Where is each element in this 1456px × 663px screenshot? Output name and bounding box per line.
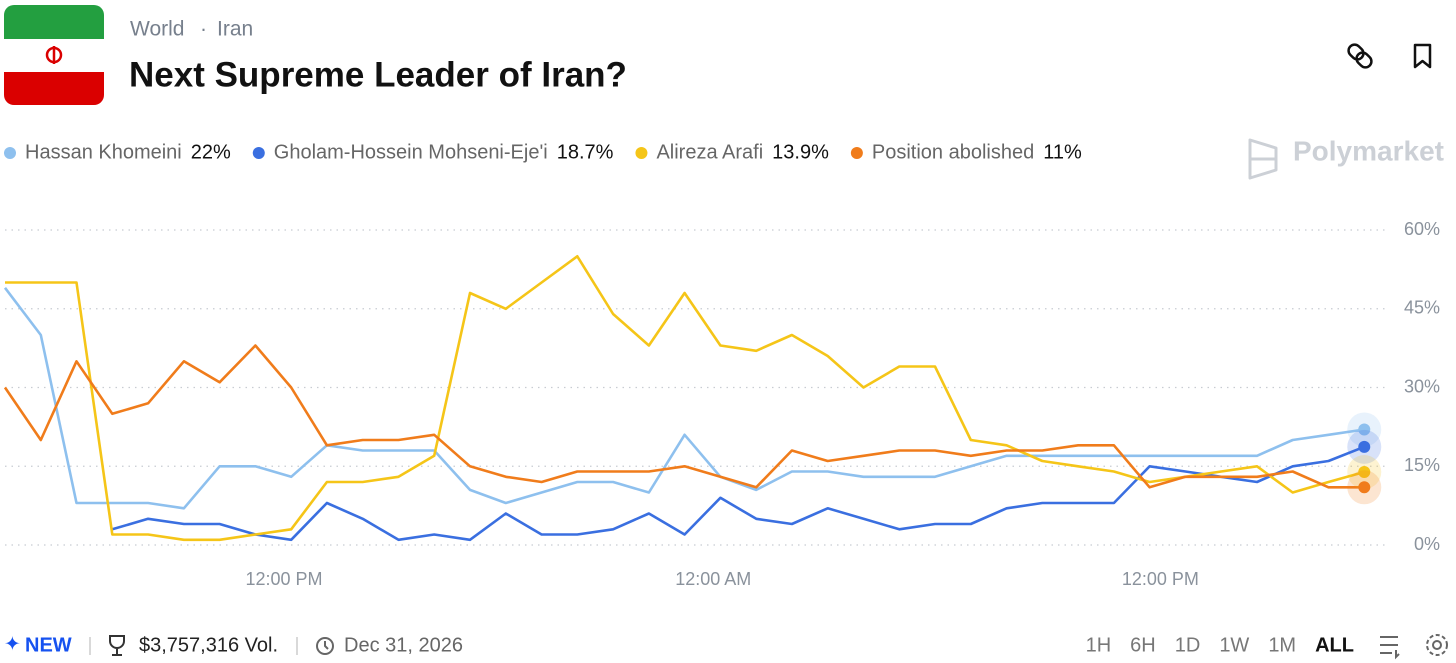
x-tick-label: 12:00 AM — [675, 569, 751, 589]
legend-name: Position abolished — [872, 141, 1034, 163]
y-tick-label: 0% — [1414, 534, 1440, 554]
legend: Hassan Khomeini 22% Gholam-Hossein Mohseni… — [4, 141, 1082, 163]
brand-name: Polymarket — [1293, 135, 1444, 166]
range-button[interactable]: 6H — [1130, 634, 1156, 656]
end-date: Dec 31, 2026 — [344, 634, 463, 656]
legend-dot — [635, 147, 648, 159]
end-dot — [1358, 423, 1371, 436]
chart: 0% 15% 30% 45% 60% 12:00 PM 12:00 AM 12:00 PM — [3, 219, 1440, 589]
y-tick-label: 30% — [1404, 376, 1440, 396]
y-tick-label: 45% — [1404, 298, 1440, 318]
legend-dot — [252, 147, 265, 159]
y-tick-label: 15% — [1404, 455, 1440, 475]
flag — [4, 5, 104, 105]
breadcrumb[interactable]: World — [130, 18, 184, 41]
y-tick-label: 60% — [1404, 219, 1440, 239]
legend-name: Hassan Khomeini — [25, 141, 182, 163]
bookmark-icon[interactable] — [1413, 43, 1432, 69]
sort-icon[interactable] — [1380, 636, 1400, 660]
range-buttons: ALL 1M 1W 1D 6H 1H — [1086, 634, 1354, 656]
volume: $3,757,316 Vol. — [139, 634, 278, 656]
end-dot — [1358, 481, 1371, 494]
clock-icon — [316, 637, 334, 655]
range-button[interactable]: 1W — [1219, 634, 1249, 656]
series-line — [3, 344, 1365, 489]
footer: ✦ NEW $3,757,316 Vol. Dec 31, 2026 ALL 1M… — [4, 633, 1448, 660]
range-button[interactable]: 1H — [1086, 634, 1112, 656]
breadcrumb-sep: · — [200, 18, 207, 41]
trophy-icon — [109, 635, 125, 656]
x-tick-label: 12:00 PM — [245, 569, 322, 589]
end-dot — [1358, 466, 1371, 479]
new-badge: NEW — [25, 634, 72, 656]
series-line — [3, 287, 1365, 510]
range-button[interactable]: ALL — [1315, 634, 1354, 656]
legend-value: 13.9% — [772, 141, 829, 163]
series-line — [5, 255, 1365, 542]
range-button[interactable]: 1M — [1268, 634, 1296, 656]
new-star: ✦ — [4, 633, 21, 655]
range-button[interactable]: 1D — [1175, 634, 1201, 656]
breadcrumb[interactable]: Iran — [217, 18, 253, 41]
legend-value: 11% — [1043, 141, 1082, 163]
link-icon[interactable] — [1346, 42, 1374, 70]
legend-dot — [4, 147, 16, 159]
legend-name: Alireza Arafi — [656, 141, 763, 163]
title: Next Supreme Leader of Iran? — [129, 55, 627, 94]
end-dot — [1358, 440, 1371, 453]
brand: Polymarket — [1248, 135, 1444, 180]
legend-value: 18.7% — [557, 141, 614, 163]
x-tick-label: 12:00 PM — [1122, 569, 1199, 589]
legend-name: Gholam-Hossein Mohseni-Eje'i — [274, 141, 548, 163]
legend-dot — [850, 147, 863, 159]
legend-value: 22% — [191, 141, 231, 163]
series-line — [111, 445, 1365, 542]
settings-icon[interactable] — [1426, 634, 1448, 656]
